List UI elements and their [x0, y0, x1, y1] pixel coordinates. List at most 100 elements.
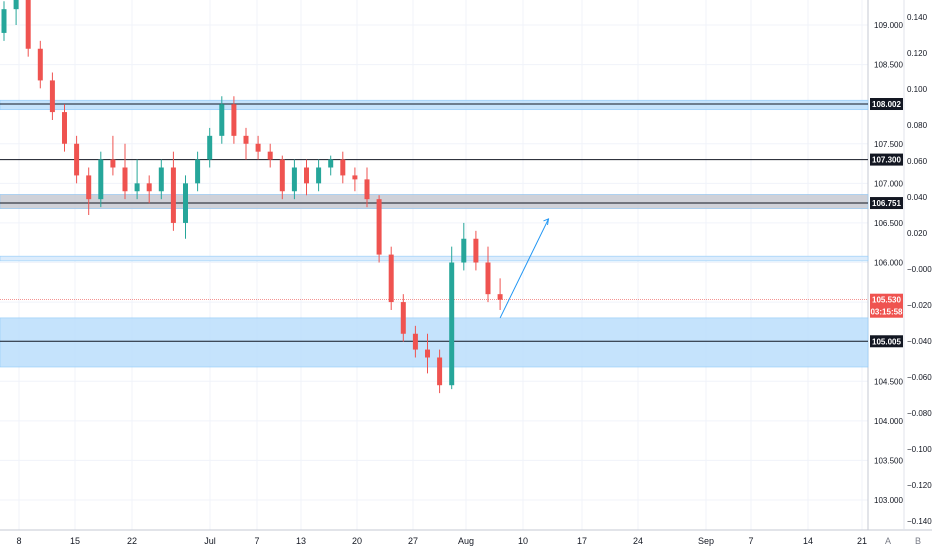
price-tick-0: 109.000 — [874, 21, 903, 30]
candle-body-12 — [146, 183, 152, 192]
time-tick-10: 17 — [577, 536, 587, 546]
candle-body-8 — [98, 159, 104, 200]
level-tag-3: 105.005 — [872, 337, 901, 346]
candle-body-23 — [279, 159, 285, 192]
candle-body-33 — [400, 302, 406, 334]
time-tick-4: 7 — [254, 536, 259, 546]
candle-body-18 — [219, 104, 225, 136]
candle-body-26 — [316, 167, 322, 184]
secondary-tick-13: −0.120 — [907, 481, 932, 490]
candle-body-20 — [243, 135, 249, 144]
time-tick-5: 13 — [296, 536, 306, 546]
projection-arrow — [499, 218, 549, 319]
secondary-tick-7: −0.000 — [907, 265, 932, 274]
candle-body-22 — [267, 151, 273, 160]
zone-3 — [0, 317, 869, 368]
price-tick-12: 103.000 — [874, 496, 903, 505]
candle-body-4 — [49, 80, 55, 113]
time-tick-8: Aug — [458, 536, 474, 546]
candle-body-17 — [207, 135, 213, 160]
candle-body-6 — [74, 143, 80, 176]
candle-body-7 — [86, 175, 92, 200]
candle-body-40 — [485, 262, 491, 295]
candle-body-25 — [304, 167, 309, 184]
price-tags: 108.002 107.300 106.751 105.005 105.530 03:15… — [870, 98, 903, 348]
candle-body-15 — [183, 183, 188, 223]
candle-body-31 — [376, 199, 382, 255]
secondary-tick-1: 0.120 — [907, 49, 928, 58]
price-tick-5: 106.500 — [874, 219, 903, 228]
candle-body-27 — [328, 159, 334, 168]
level-tag-0: 108.002 — [872, 100, 901, 109]
price-tick-6: 106.000 — [874, 259, 903, 268]
candle-body-19 — [231, 104, 237, 136]
price-tick-3: 107.500 — [874, 140, 903, 149]
candle-body-5 — [62, 112, 67, 144]
candle-body-3 — [37, 48, 43, 81]
price-tick-9: 104.500 — [874, 377, 903, 386]
candle-body-28 — [340, 159, 346, 176]
zone-2 — [0, 255, 869, 262]
price-tick-1: 108.500 — [874, 61, 903, 70]
secondary-tick-8: −0.020 — [907, 301, 932, 310]
time-tick-11: 24 — [633, 536, 643, 546]
candle-body-37 — [449, 262, 455, 386]
candle-body-32 — [388, 254, 394, 303]
candle-body-30 — [364, 179, 370, 200]
time-tick-2: 22 — [127, 536, 137, 546]
candle-body-14 — [170, 167, 176, 223]
time-tick-9: 10 — [518, 536, 528, 546]
time-tick-13: 7 — [748, 536, 753, 546]
time-tick-14: 14 — [803, 536, 813, 546]
time-tick-1: 15 — [70, 536, 80, 546]
time-tick-3: Jul — [204, 536, 216, 546]
time-axis[interactable]: 8 15 22 Jul 7 13 20 27 Aug 10 17 24 Sep 7 14 21 A B — [16, 536, 921, 546]
level-tag-bg-3 — [870, 335, 903, 348]
secondary-tick-14: −0.140 — [907, 517, 932, 526]
level-tag-bg-0 — [870, 98, 903, 111]
secondary-tick-9: −0.040 — [907, 337, 932, 346]
secondary-tick-4: 0.060 — [907, 157, 928, 166]
countdown-tag: 03:15:58 — [870, 308, 903, 317]
candle-body-29 — [352, 175, 358, 180]
candle-body-38 — [461, 238, 467, 263]
candle-body-36 — [437, 357, 443, 386]
last-price-tag-bg — [870, 293, 903, 318]
price-tick-4: 107.000 — [874, 179, 903, 188]
time-tick-12: Sep — [698, 536, 714, 546]
time-tick-0: 8 — [16, 536, 21, 546]
annotations — [499, 218, 550, 319]
level-tag-bg-1 — [870, 153, 903, 166]
auto-scale-button: A — [885, 536, 891, 546]
log-scale-button: B — [915, 536, 921, 546]
projection-arrow-head — [543, 218, 550, 226]
candle-body-1 — [13, 0, 19, 10]
level-tag-2: 106.751 — [872, 199, 901, 208]
horizontal-levels — [0, 103, 868, 342]
candle-body-34 — [412, 333, 418, 350]
candle-body-2 — [25, 0, 31, 49]
secondary-axis: 0.140 0.120 0.100 0.080 0.060 0.040 0.020 −0.00… — [907, 13, 932, 526]
zone-0 — [0, 99, 869, 111]
secondary-tick-6: 0.020 — [907, 229, 928, 238]
candle-body-21 — [255, 143, 261, 152]
candle-body-9 — [110, 159, 116, 168]
secondary-tick-5: 0.040 — [907, 193, 928, 202]
candle-body-0 — [1, 9, 7, 33]
level-tag-1: 107.300 — [872, 156, 901, 165]
secondary-tick-3: 0.080 — [907, 121, 928, 130]
price-tick-10: 104.000 — [874, 417, 903, 426]
candle-body-11 — [134, 183, 140, 192]
candles — [1, 0, 503, 394]
time-tick-15: 21 — [857, 536, 867, 546]
candle-body-35 — [425, 349, 430, 358]
price-axis[interactable]: 109.000108.500108.000107.500107.000106.5… — [874, 21, 903, 505]
support-resistance-zones — [0, 99, 869, 368]
time-tick-7: 27 — [408, 536, 418, 546]
candle-body-39 — [473, 238, 479, 263]
price-tick-11: 103.500 — [874, 456, 903, 465]
level-tag-bg-2 — [870, 197, 903, 210]
secondary-tick-10: −0.060 — [907, 373, 932, 382]
